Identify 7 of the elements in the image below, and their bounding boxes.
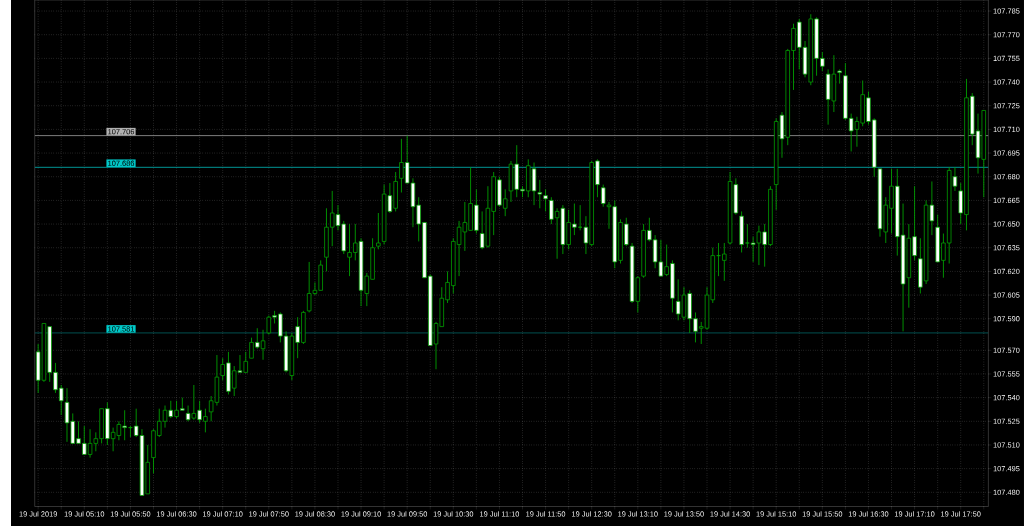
candlestick (376, 212, 381, 250)
candlestick (745, 223, 750, 249)
candlestick (537, 179, 543, 209)
candlestick (837, 68, 842, 84)
candlestick (600, 184, 606, 208)
candlestick (722, 242, 727, 282)
candlestick (543, 188, 548, 212)
